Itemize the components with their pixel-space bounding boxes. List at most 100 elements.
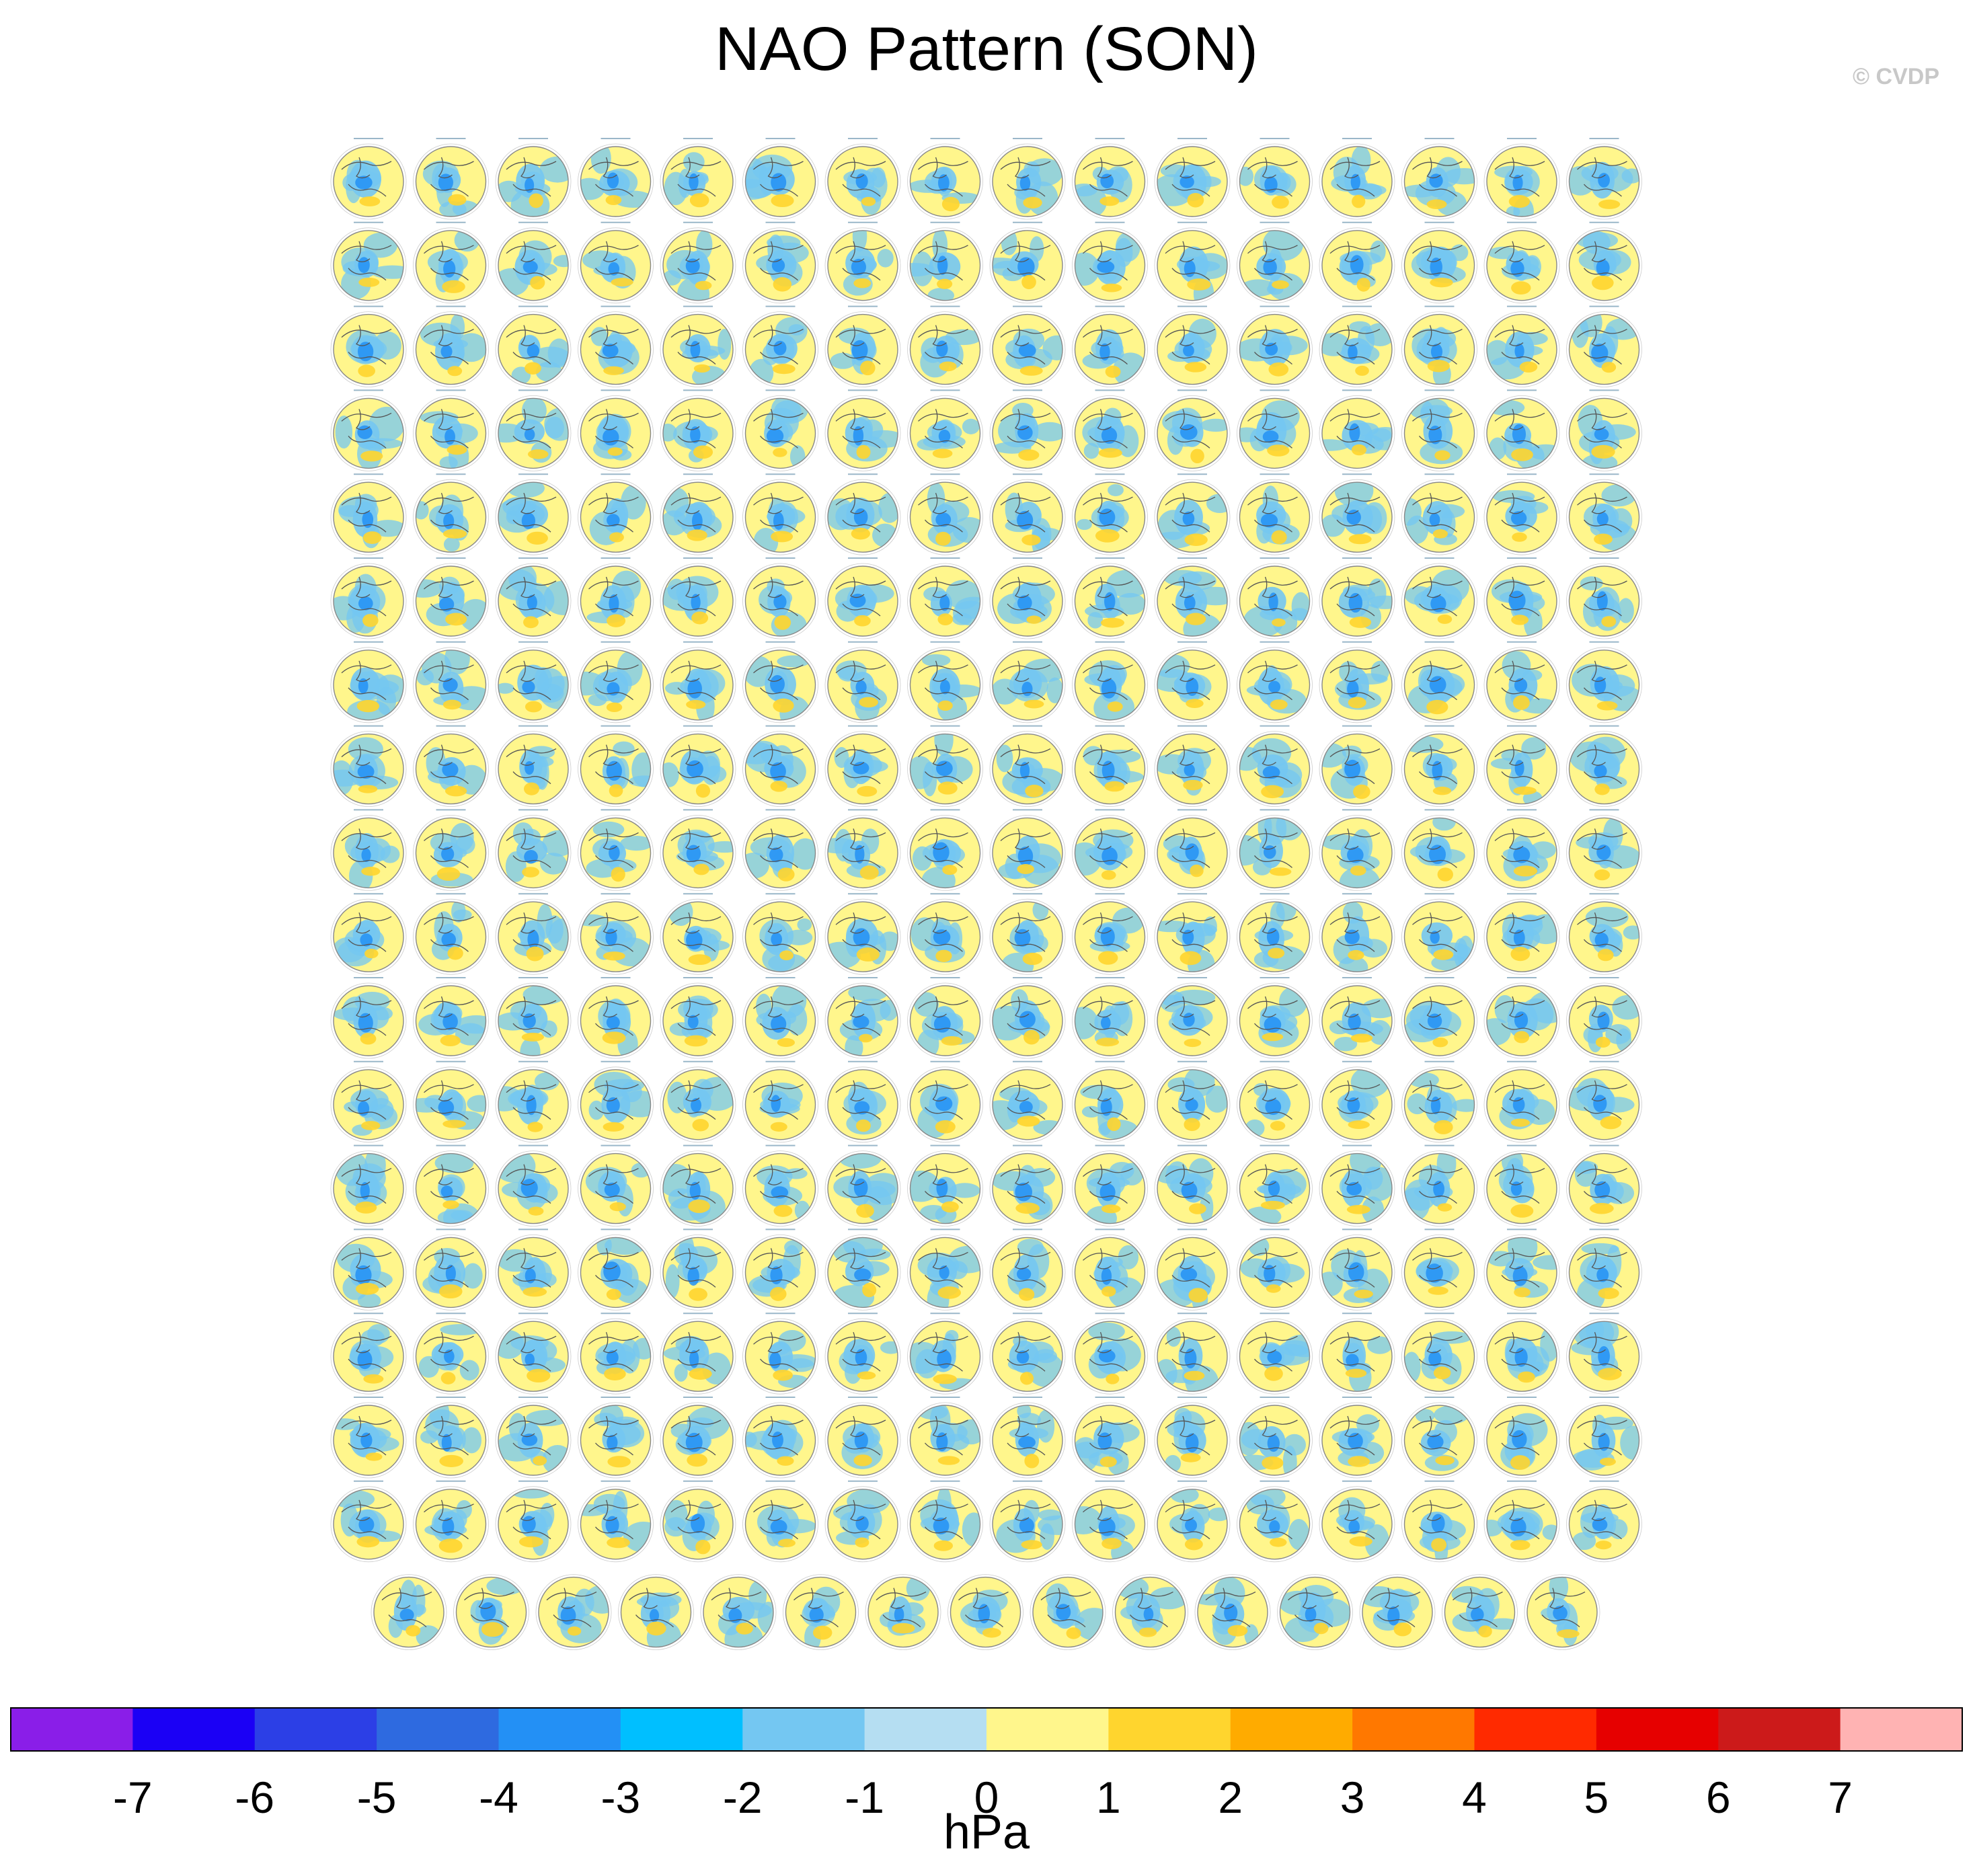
nao-map-panel bbox=[1319, 1060, 1395, 1143]
nao-map-panel bbox=[660, 221, 736, 304]
nao-map-panel bbox=[371, 1574, 447, 1651]
nao-map-panel bbox=[824, 1144, 901, 1226]
nao-map-panel bbox=[907, 1480, 983, 1563]
nao-map-panel bbox=[1483, 1480, 1560, 1563]
nao-map-panel bbox=[1319, 1313, 1395, 1395]
nao-map-panel bbox=[989, 305, 1066, 387]
nao-map-panel bbox=[1401, 1228, 1477, 1311]
nao-map-panel bbox=[660, 977, 736, 1059]
nao-map-panel bbox=[824, 977, 901, 1059]
colorbar-segment bbox=[377, 1708, 499, 1751]
nao-map-panel bbox=[660, 305, 736, 387]
colorbar-segment bbox=[1718, 1708, 1841, 1751]
nao-map-panel bbox=[824, 1397, 901, 1479]
nao-map-panel bbox=[989, 1228, 1066, 1311]
nao-map-panel bbox=[1154, 893, 1231, 975]
nao-map-panel bbox=[1483, 1144, 1560, 1226]
nao-map-panel bbox=[1237, 809, 1313, 891]
nao-map-panel bbox=[1483, 473, 1560, 555]
page-title: NAO Pattern (SON) bbox=[715, 15, 1258, 83]
nao-map-panel bbox=[495, 389, 572, 471]
nao-map-panel bbox=[1154, 138, 1231, 220]
nao-map-panel bbox=[1524, 1574, 1600, 1651]
nao-map-panel bbox=[660, 473, 736, 555]
nao-map-panel bbox=[495, 305, 572, 387]
nao-map-panel bbox=[1277, 1574, 1353, 1651]
colorbar-segment bbox=[1596, 1708, 1719, 1751]
nao-map-panel bbox=[1154, 1397, 1231, 1479]
nao-map-panel bbox=[1483, 1228, 1560, 1311]
nao-map-panel bbox=[413, 473, 489, 555]
nao-map-panel bbox=[330, 305, 407, 387]
nao-map-panel bbox=[330, 977, 407, 1059]
nao-map-panel bbox=[578, 1397, 654, 1479]
nao-map-panel bbox=[330, 1228, 407, 1311]
nao-map-panel bbox=[1359, 1574, 1436, 1651]
nao-map-panel bbox=[1030, 1574, 1106, 1651]
nao-map-panel bbox=[1194, 1574, 1271, 1651]
nao-map-panel bbox=[1566, 221, 1642, 304]
nao-map-panel bbox=[1072, 809, 1148, 891]
nao-map-panel bbox=[907, 977, 983, 1059]
nao-map-panel bbox=[578, 977, 654, 1059]
nao-map-panel bbox=[1154, 1313, 1231, 1395]
nao-map-panel bbox=[578, 1480, 654, 1563]
nao-map-panel bbox=[824, 557, 901, 639]
nao-map-panel bbox=[495, 1060, 572, 1143]
nao-map-panel bbox=[989, 977, 1066, 1059]
nao-map-panel bbox=[1483, 221, 1560, 304]
nao-map-panel bbox=[1237, 1397, 1313, 1479]
nao-map-panel bbox=[660, 138, 736, 220]
nao-map-panel bbox=[907, 557, 983, 639]
nao-map-panel bbox=[824, 1228, 901, 1311]
nao-map-panel bbox=[1566, 725, 1642, 807]
nao-map-panel bbox=[330, 1480, 407, 1563]
nao-map-panel bbox=[1566, 1313, 1642, 1395]
nao-map-panel bbox=[1483, 138, 1560, 220]
nao-map-panel bbox=[1319, 725, 1395, 807]
nao-map-panel bbox=[413, 1480, 489, 1563]
nao-map-panel bbox=[1154, 809, 1231, 891]
nao-map-panel bbox=[1319, 305, 1395, 387]
nao-map-panel bbox=[1483, 641, 1560, 724]
nao-map-panel bbox=[1319, 1480, 1395, 1563]
nao-map-panel bbox=[330, 557, 407, 639]
nao-map-panel bbox=[907, 138, 983, 220]
nao-map-panel bbox=[1237, 641, 1313, 724]
nao-map-panel bbox=[742, 725, 818, 807]
nao-map-panel bbox=[1154, 977, 1231, 1059]
nao-map-panel bbox=[742, 641, 818, 724]
nao-map-panel bbox=[989, 1144, 1066, 1226]
colorbar-segment bbox=[986, 1708, 1109, 1751]
nao-map-panel bbox=[1483, 557, 1560, 639]
nao-map-panel bbox=[578, 305, 654, 387]
nao-map-panel bbox=[660, 1060, 736, 1143]
nao-map-panel bbox=[989, 221, 1066, 304]
nao-map-panel bbox=[742, 557, 818, 639]
nao-map-panel bbox=[1401, 305, 1477, 387]
nao-map-panel bbox=[495, 473, 572, 555]
nao-map-panel bbox=[1154, 725, 1231, 807]
nao-map-panel bbox=[495, 557, 572, 639]
nao-map-panel bbox=[1566, 1397, 1642, 1479]
nao-map-panel bbox=[1112, 1574, 1188, 1651]
nao-map-panel bbox=[1154, 473, 1231, 555]
colorbar-units: hPa bbox=[943, 1805, 1030, 1859]
nao-map-panel bbox=[495, 1144, 572, 1226]
nao-map-panel bbox=[1072, 557, 1148, 639]
colorbar-segment bbox=[1840, 1708, 1963, 1751]
nao-map-panel bbox=[495, 809, 572, 891]
nao-map-panel bbox=[742, 1313, 818, 1395]
nao-map-panel bbox=[330, 1397, 407, 1479]
map-panel-grid bbox=[330, 138, 1642, 1651]
nao-map-panel bbox=[989, 138, 1066, 220]
nao-map-panel bbox=[824, 1060, 901, 1143]
nao-map-panel bbox=[742, 1397, 818, 1479]
nao-map-panel bbox=[989, 389, 1066, 471]
nao-map-panel bbox=[907, 725, 983, 807]
nao-map-panel bbox=[330, 1313, 407, 1395]
nao-map-panel bbox=[1237, 1144, 1313, 1226]
nao-map-panel bbox=[742, 1060, 818, 1143]
nao-map-panel bbox=[330, 725, 407, 807]
nao-map-panel bbox=[1154, 641, 1231, 724]
